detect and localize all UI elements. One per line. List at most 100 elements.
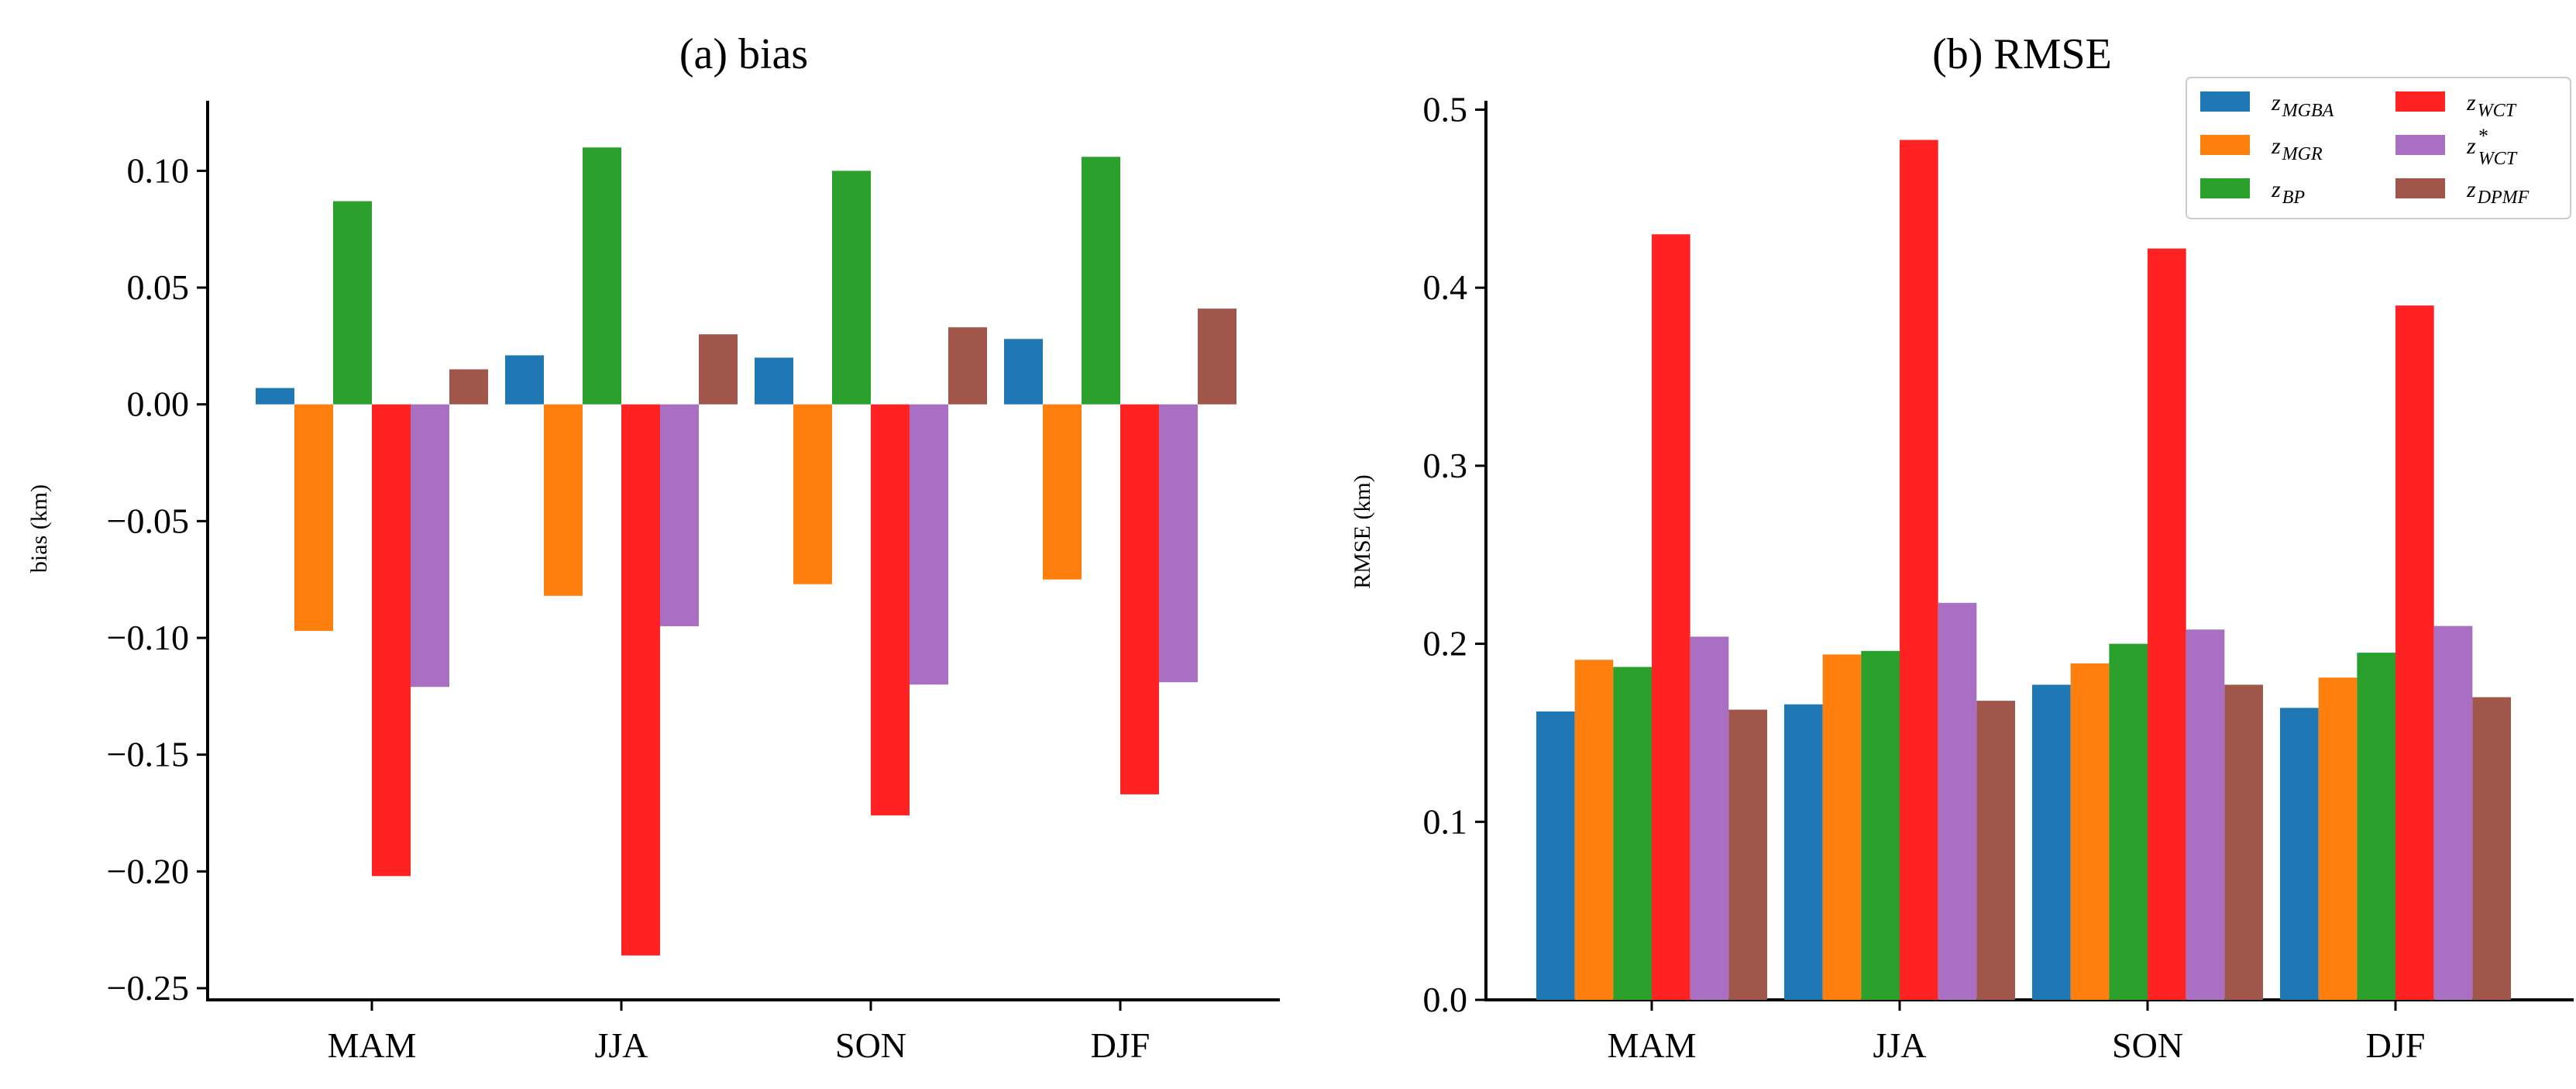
bias-x-tick-label: DJF [1091,1025,1150,1065]
bias-bar-son-0 [755,357,793,405]
rmse-bar-mam-0 [1536,711,1575,1000]
legend-swatch [2395,178,2445,198]
legend-label-sub: WCT [2478,101,2517,121]
rmse-bars [1536,140,2511,1001]
bias-y-tick-label: −0.20 [107,851,189,891]
legend-label-base: z [2271,177,2281,202]
bias-bar-son-4 [910,404,948,685]
rmse-bar-djf-2 [2357,653,2395,1000]
bias-bar-jja-2 [583,147,621,405]
bias-x-tick-label: JJA [594,1025,648,1065]
rmse-bar-djf-5 [2472,697,2511,1000]
rmse-y-axis-label: RMSE (km) [1350,474,1375,589]
bias-bar-mam-2 [333,201,372,405]
rmse-bar-son-0 [2032,684,2071,1000]
bias-y-tick-label: −0.10 [107,618,189,657]
bias-bar-djf-4 [1159,404,1198,683]
bias-title: (a) bias [679,30,808,78]
legend-swatch [2200,91,2250,112]
rmse-bar-jja-3 [1900,140,1938,1000]
legend-swatch [2200,178,2250,198]
bias-y-tick-label: −0.15 [107,735,189,774]
bias-bars [256,147,1236,956]
rmse-bar-son-2 [2109,643,2148,1000]
rmse-bar-jja-5 [1976,701,2015,1000]
legend-label-base: z [2466,133,2476,159]
bias-bar-jja-4 [660,404,699,626]
bias-bar-djf-5 [1198,308,1236,405]
rmse-bar-djf-3 [2395,305,2434,1000]
bias-panel: (a) bias bias (km) 0.10 0.05 0.00 −0.05 −0.1… [26,30,1280,1065]
bias-y-axis-label: bias (km) [26,484,52,573]
bias-bar-mam-5 [449,369,488,405]
bias-y-tick-label: 0.10 [127,150,190,190]
bias-bar-mam-1 [294,404,333,631]
legend-label: z* WCT [2466,125,2518,169]
legend-label-sub: DPMF [2477,188,2530,208]
bias-x-tick-label: SON [835,1025,906,1065]
rmse-title: (b) RMSE [1932,30,2112,78]
bias-bar-djf-3 [1120,404,1159,794]
legend-swatch [2395,91,2445,112]
bias-bar-djf-0 [1004,339,1043,405]
rmse-y-tick-label: 0.5 [1423,89,1468,129]
bias-bar-mam-0 [256,388,294,405]
legend-label: zMGBA [2271,90,2334,121]
bias-bar-djf-2 [1082,157,1120,405]
rmse-y-tick-label: 0.0 [1423,980,1468,1019]
rmse-x-tick-label: SON [2112,1025,2183,1065]
legend-label-base: z [2466,90,2476,115]
bias-bar-jja-3 [621,404,660,956]
legend-frame [2186,77,2571,219]
rmse-x-tick-label: DJF [2366,1025,2426,1065]
rmse-bar-son-4 [2186,629,2225,1000]
rmse-bar-jja-2 [1861,650,1900,1000]
bias-bar-mam-3 [372,404,411,877]
bias-x-tick-label: MAM [327,1025,416,1065]
bias-bar-jja-1 [544,404,583,596]
bias-bar-son-5 [948,327,987,405]
rmse-y-tick-label: 0.3 [1423,446,1468,485]
legend-swatch [2395,135,2445,155]
bias-bar-djf-1 [1043,404,1082,580]
rmse-x-tick-label: MAM [1607,1025,1696,1065]
rmse-bar-jja-1 [1822,654,1862,1000]
rmse-bar-jja-0 [1784,704,1823,1000]
bias-bar-jja-5 [699,334,738,405]
legend-label: zMGR [2271,133,2323,164]
rmse-bar-mam-1 [1574,660,1614,1000]
bias-bar-jja-0 [505,355,544,405]
rmse-x-ticks: MAM JJA SON DJF [1607,1000,2425,1065]
bias-y-ticks: 0.10 0.05 0.00 −0.05 −0.10 −0.15 −0.20 −0.25 [107,150,208,1008]
legend-label-sup: * [2478,125,2488,147]
legend-label-sub: MGBA [2282,101,2334,121]
rmse-bar-mam-3 [1652,234,1690,1000]
rmse-bar-djf-0 [2280,708,2319,1000]
legend-label-sub: BP [2282,188,2306,208]
rmse-bar-son-3 [2148,248,2186,1001]
rmse-bar-mam-2 [1613,667,1652,1000]
bias-x-ticks: MAM JJA SON DJF [327,1000,1150,1065]
rmse-bar-djf-1 [2318,677,2358,1000]
legend-label-base: z [2271,90,2281,115]
legend-label-sub: MGR [2282,144,2323,164]
bias-y-tick-label: −0.25 [107,968,189,1008]
rmse-y-tick-label: 0.4 [1423,267,1468,307]
rmse-y-tick-label: 0.2 [1423,624,1468,663]
rmse-x-tick-label: JJA [1873,1025,1926,1065]
legend-label-sub: WCT [2478,149,2518,169]
bias-bar-son-3 [871,404,910,815]
legend-swatch [2200,135,2250,155]
legend-label: zBP [2271,177,2305,208]
rmse-panel: (b) RMSE RMSE (km) 0.0 0.1 0.2 0.3 0.4 0.5 MA… [1350,30,2574,1065]
legend-label: zWCT [2466,90,2517,121]
bias-bar-son-1 [793,404,832,584]
bias-bar-mam-4 [411,404,449,688]
rmse-y-ticks: 0.0 0.1 0.2 0.3 0.4 0.5 [1423,89,1486,1019]
rmse-bar-son-1 [2070,663,2110,1000]
legend-label-base: z [2271,133,2281,159]
bias-bar-son-2 [832,171,871,405]
rmse-bar-djf-4 [2433,625,2473,1000]
